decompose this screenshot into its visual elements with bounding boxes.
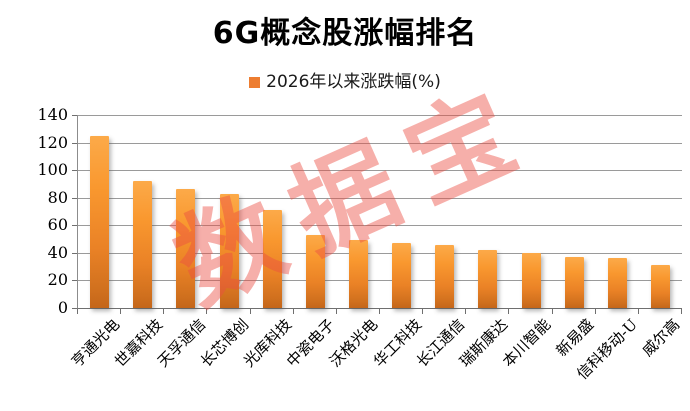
bar <box>176 189 196 308</box>
y-tick-mark <box>72 142 77 144</box>
bar <box>478 250 498 308</box>
plot-area <box>77 115 682 309</box>
y-tick-label: 20 <box>47 270 68 290</box>
x-tick-mark <box>594 309 596 314</box>
bar <box>90 135 110 308</box>
gridline <box>78 252 682 254</box>
x-tick-mark <box>77 309 78 314</box>
y-tick-label: 100 <box>37 160 68 180</box>
x-tick-mark <box>681 309 682 314</box>
y-tick-label: 0 <box>57 298 68 317</box>
bar <box>650 265 670 308</box>
y-tick-label: 40 <box>47 242 68 262</box>
x-tick-mark <box>120 309 122 314</box>
gridline <box>78 225 682 227</box>
y-tick-mark <box>72 225 77 227</box>
y-tick-label: 120 <box>37 132 68 152</box>
y-tick-mark <box>72 115 77 116</box>
x-tick-mark <box>249 309 251 314</box>
legend-swatch-icon <box>249 77 261 88</box>
x-tick-mark <box>465 309 467 314</box>
bar <box>133 181 153 308</box>
y-tick-label: 80 <box>47 187 68 207</box>
bar <box>392 243 412 308</box>
y-tick-mark <box>72 280 77 282</box>
legend-label: 2026年以来涨跌幅(%) <box>266 72 441 92</box>
x-tick-mark <box>637 309 639 314</box>
legend: 2026年以来涨跌幅(%) <box>0 67 690 92</box>
chart-title: 6G概念股涨幅排名 <box>212 16 478 51</box>
y-tick-mark <box>72 308 77 309</box>
y-tick-mark <box>72 197 77 199</box>
bar <box>607 258 627 308</box>
y-tick-mark <box>72 170 77 172</box>
y-tick-label: 140 <box>37 105 68 124</box>
gridline <box>78 142 682 144</box>
bar <box>262 210 282 308</box>
x-tick-mark <box>163 309 165 314</box>
x-tick-mark <box>551 309 553 314</box>
bar <box>348 240 368 308</box>
bar <box>521 252 541 308</box>
gridline <box>78 280 682 282</box>
x-category-label: 亨通光电 <box>67 315 123 371</box>
bar <box>219 193 239 308</box>
x-tick-mark <box>335 309 337 314</box>
x-tick-mark <box>422 309 424 314</box>
bar <box>305 234 325 308</box>
bar <box>435 244 455 308</box>
x-tick-mark <box>508 309 510 314</box>
gridline <box>78 170 682 172</box>
gridline <box>78 115 682 116</box>
x-category-label: 威尔高 <box>639 315 684 360</box>
bar <box>564 257 584 308</box>
x-tick-mark <box>379 309 380 314</box>
gridline <box>78 197 682 199</box>
x-category-label: 华工科技 <box>369 315 425 371</box>
y-tick-mark <box>72 252 77 254</box>
x-tick-mark <box>292 309 294 314</box>
x-tick-mark <box>206 309 208 314</box>
y-tick-label: 60 <box>47 215 68 235</box>
